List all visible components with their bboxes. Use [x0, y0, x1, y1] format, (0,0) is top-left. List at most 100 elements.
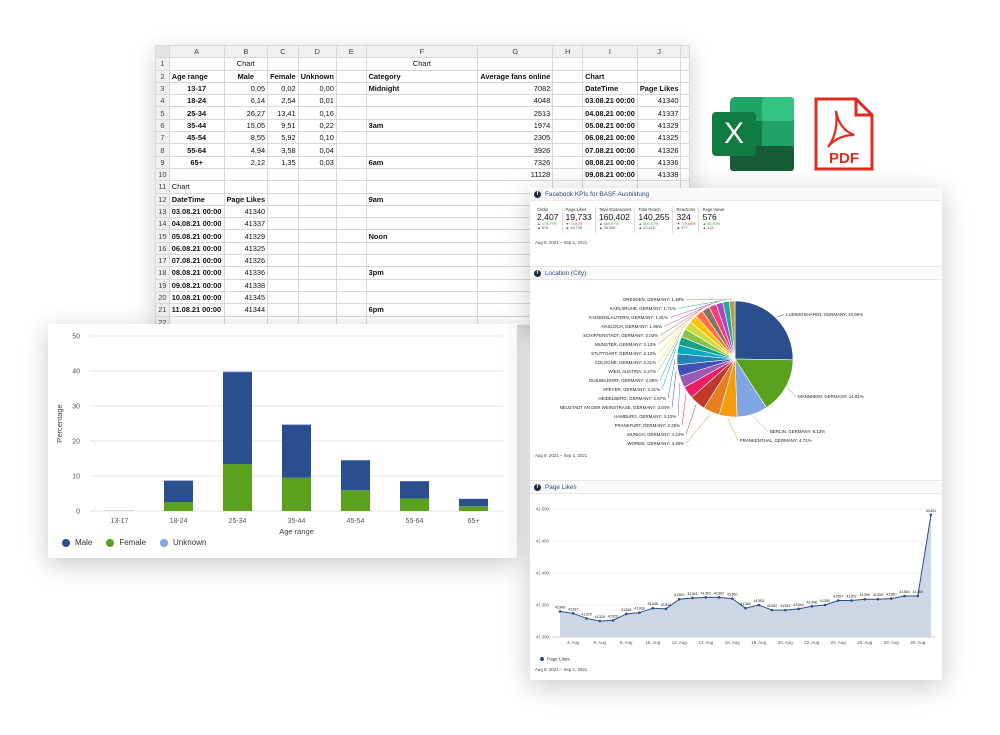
sheet-cell[interactable]: 03.08.21 00:00 — [582, 94, 638, 108]
sheet-cell[interactable]: 0,02 — [267, 81, 299, 96]
data-point[interactable] — [638, 611, 641, 614]
sheet-cell[interactable]: 45-54 — [168, 131, 225, 145]
sheet-cell[interactable] — [335, 57, 367, 71]
sheet-cell[interactable]: 41338 — [223, 278, 269, 292]
sheet-cell[interactable]: Female — [267, 69, 299, 83]
bar-segment-female[interactable] — [164, 502, 193, 511]
row-header[interactable]: 20 — [155, 290, 170, 305]
pie-slice[interactable] — [734, 358, 794, 409]
bar-segment-male[interactable] — [282, 425, 311, 478]
sheet-cell[interactable]: 41329 — [636, 118, 682, 133]
sheet-cell[interactable]: 9am — [365, 192, 479, 206]
sheet-cell[interactable]: 08.08.21 00:00 — [582, 155, 638, 169]
sheet-cell[interactable]: 0,10 — [297, 131, 337, 145]
row-header[interactable]: 8 — [155, 143, 170, 157]
sheet-cell[interactable] — [365, 204, 479, 219]
data-point[interactable] — [704, 596, 708, 599]
sheet-cell[interactable]: 35-44 — [168, 118, 225, 133]
bar-segment-female[interactable] — [282, 477, 311, 511]
sheet-cell[interactable] — [297, 180, 337, 194]
sheet-cell[interactable] — [297, 254, 337, 268]
sheet-cell[interactable]: 41325 — [223, 241, 269, 256]
sheet-cell[interactable]: 0,03 — [297, 155, 337, 169]
sheet-cell[interactable]: 04.08.21 00:00 — [582, 106, 638, 120]
sheet-cell[interactable] — [335, 180, 367, 194]
data-point[interactable] — [717, 596, 721, 599]
sheet-cell[interactable] — [335, 278, 367, 292]
bar-segment-female[interactable] — [341, 490, 370, 511]
sheet-cell[interactable]: 10.08.21 00:00 — [168, 290, 225, 305]
column-header[interactable] — [680, 45, 690, 59]
sheet-cell[interactable] — [297, 315, 337, 325]
sheet-cell[interactable] — [335, 69, 367, 83]
sheet-cell[interactable] — [680, 81, 690, 96]
pie-slice[interactable] — [734, 300, 794, 361]
sheet-cell[interactable]: 06.08.21 00:00 — [168, 241, 225, 256]
sheet-cell[interactable] — [297, 167, 337, 182]
sheet-cell[interactable]: Average fans online — [477, 69, 554, 83]
bar-segment-female[interactable] — [400, 498, 429, 511]
sheet-cell[interactable]: 6am — [365, 155, 479, 169]
sheet-cell[interactable] — [680, 167, 690, 182]
sheet-cell[interactable]: 11.08.21 00:00 — [168, 303, 225, 317]
sheet-cell[interactable]: 41340 — [223, 204, 269, 219]
data-point[interactable] — [744, 606, 747, 610]
sheet-cell[interactable]: 41337 — [223, 217, 269, 231]
bar-segment-female[interactable] — [459, 506, 488, 511]
sheet-cell[interactable]: 41326 — [223, 254, 269, 268]
sheet-cell[interactable]: 0,05 — [223, 81, 269, 96]
sheet-cell[interactable] — [365, 241, 479, 256]
sheet-cell[interactable] — [680, 118, 690, 133]
sheet-cell[interactable] — [335, 266, 367, 280]
bar-segment-male[interactable] — [341, 460, 370, 491]
row-header[interactable]: 3 — [155, 81, 170, 96]
sheet-cell[interactable] — [223, 167, 269, 182]
sheet-cell[interactable] — [168, 57, 225, 71]
sheet-cell[interactable] — [365, 143, 479, 157]
bar-segment-male[interactable] — [459, 498, 488, 507]
sheet-cell[interactable]: Chart — [168, 180, 225, 194]
data-point[interactable] — [571, 612, 575, 615]
column-header[interactable]: G — [477, 45, 554, 59]
sheet-cell[interactable]: 41338 — [636, 167, 682, 182]
row-header[interactable]: 19 — [155, 278, 170, 292]
sheet-cell[interactable]: 2513 — [477, 106, 554, 120]
excel-icon[interactable]: X — [712, 97, 794, 171]
row-header[interactable]: 4 — [155, 94, 170, 108]
sheet-cell[interactable] — [552, 69, 584, 83]
sheet-cell[interactable] — [335, 143, 367, 157]
data-point[interactable] — [611, 619, 615, 622]
sheet-cell[interactable] — [168, 315, 225, 325]
sheet-cell[interactable] — [335, 229, 367, 243]
sheet-cell[interactable] — [552, 94, 584, 108]
sheet-cell[interactable]: 0,00 — [297, 81, 337, 96]
sheet-cell[interactable]: 8,55 — [223, 131, 269, 145]
row-header[interactable]: 14 — [155, 217, 170, 231]
row-header[interactable]: 9 — [155, 155, 170, 169]
sheet-cell[interactable]: 04.08.21 00:00 — [168, 217, 225, 231]
data-point[interactable] — [823, 603, 827, 607]
pie-slice[interactable] — [728, 300, 736, 360]
sheet-cell[interactable]: 06.08.21 00:00 — [582, 131, 638, 145]
sheet-cell[interactable] — [680, 143, 690, 157]
data-point[interactable] — [876, 597, 880, 601]
sheet-cell[interactable]: 13,41 — [267, 106, 299, 120]
sheet-cell[interactable] — [335, 303, 367, 317]
sheet-cell[interactable] — [680, 131, 690, 145]
sheet-cell[interactable] — [365, 254, 479, 268]
sheet-cell[interactable] — [335, 204, 367, 219]
sheet-cell[interactable]: 1,35 — [267, 155, 299, 169]
sheet-cell[interactable] — [552, 143, 584, 157]
sheet-cell[interactable] — [365, 217, 479, 231]
sheet-cell[interactable]: 05.08.21 00:00 — [582, 118, 638, 133]
sheet-cell[interactable] — [267, 204, 299, 219]
sheet-cell[interactable]: 3926 — [477, 143, 554, 157]
bar-segment-unknown[interactable] — [282, 424, 311, 426]
sheet-cell[interactable]: 6pm — [365, 303, 479, 317]
sheet-cell[interactable]: 6,14 — [223, 94, 269, 108]
data-point[interactable] — [863, 597, 867, 601]
sheet-cell[interactable]: 11128 — [477, 167, 554, 182]
bar-segment-female[interactable] — [223, 464, 252, 511]
sheet-cell[interactable] — [335, 217, 367, 231]
data-point[interactable] — [903, 594, 906, 598]
